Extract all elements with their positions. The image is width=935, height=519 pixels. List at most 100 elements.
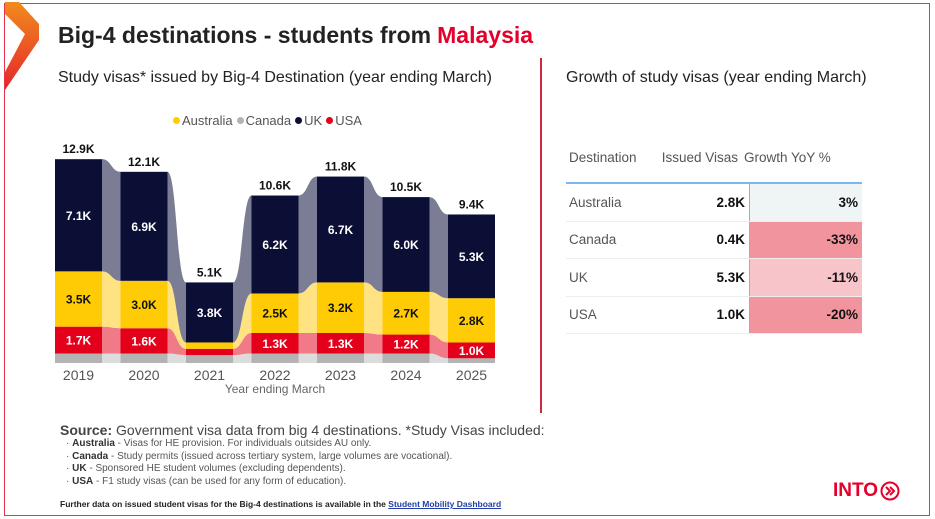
x-tick-label: 2025 [456, 367, 487, 383]
table-body: Australia 2.8K 3% Canada 0.4K -33% UK 5.3K -11% U… [566, 184, 862, 334]
bar-canada [120, 353, 168, 363]
data-label: 3.5K [66, 293, 92, 307]
cell-growth: -11% [750, 259, 862, 296]
note-item: · UK - Sponsored HE student volumes (exc… [66, 463, 346, 474]
source-text: Government visa data from big 4 destinat… [116, 422, 545, 438]
x-tick-label: 2022 [259, 367, 290, 383]
chart-legend: Australia Canada UK USA [173, 113, 362, 128]
note-name: UK [72, 463, 87, 474]
total-label: 10.5K [390, 180, 422, 194]
bar-canada [186, 355, 233, 363]
cell-issued-visas: 1.0K [660, 296, 750, 333]
total-label: 10.6K [259, 179, 291, 193]
note-text: - Visas for HE provision. For individual… [114, 438, 372, 449]
ribbon-uk [102, 159, 121, 281]
legend-uk: UK [295, 113, 322, 128]
bar-canada [55, 353, 102, 363]
bar-australia [382, 291, 430, 335]
header-issued-visas: Issued Visas [661, 149, 738, 165]
growth-table: Destination Issued Visas Growth YoY % Au… [566, 140, 862, 334]
further-text: Further data on issued student visas for… [60, 499, 386, 509]
ribbon-canada [102, 353, 121, 363]
ribbon-usa [364, 332, 383, 354]
bar-usa [55, 326, 102, 354]
bar-uk [317, 176, 364, 283]
data-label: 6.7K [328, 223, 354, 237]
cell-issued-visas: 0.4K [660, 221, 750, 258]
bar-usa [448, 342, 495, 359]
cell-destination: UK [569, 269, 588, 285]
dashboard-link[interactable]: Student Mobility Dashboard [388, 499, 502, 509]
x-tick-label: 2024 [390, 367, 421, 383]
note-name: Canada [72, 450, 109, 462]
note-text: - Sponsored HE student volumes (excludin… [86, 463, 346, 474]
data-label: 2.7K [393, 307, 419, 321]
bar-canada [448, 358, 495, 363]
data-label: 1.6K [131, 334, 157, 348]
data-label: 2.8K [459, 314, 485, 328]
cell-destination: USA [569, 307, 597, 323]
cell-growth: -33% [750, 221, 862, 258]
bar-usa [382, 334, 430, 354]
x-tick-label: 2023 [325, 367, 356, 383]
data-label: 6.0K [393, 238, 419, 252]
ribbon-canada [429, 353, 448, 363]
ribbon-usa [233, 332, 252, 356]
bar-usa [317, 332, 364, 354]
note-item: · Australia - Visas for HE provision. Fo… [66, 438, 372, 449]
cell-growth: -20% [750, 296, 862, 333]
legend-dot-icon [326, 117, 334, 124]
total-label: 12.1K [128, 155, 160, 169]
bar-usa [120, 328, 168, 354]
ribbon-uk [167, 171, 186, 343]
data-label: 1.3K [328, 337, 354, 351]
bar-uk [448, 214, 495, 299]
header-divider [566, 174, 862, 184]
legend-label: Canada [245, 113, 292, 128]
slide-frame [4, 3, 930, 516]
bar-canada [382, 353, 430, 363]
note-name: USA [72, 475, 94, 487]
bar-uk [382, 197, 430, 292]
bar-australia [448, 298, 495, 343]
total-label: 5.1K [197, 265, 223, 279]
note-text: - Study permits (issued across tertiary … [108, 450, 453, 462]
header-destination: Destination [569, 149, 637, 165]
note-item: · Canada - Study permits (issued across … [66, 450, 453, 462]
bar-usa [186, 348, 233, 356]
header-growth: Growth YoY % [744, 149, 831, 165]
into-logo: INTO [833, 480, 900, 502]
stacked-bar-chart: 1.7K 3.5K 7.1K 12.9K 2019 1.6K 3.0K 6.9K 12.1K 20… [55, 142, 495, 396]
ribbon-australia [298, 282, 317, 333]
cell-issued-visas: 5.3K [660, 259, 750, 296]
ribbon-australia [167, 280, 186, 349]
data-label: 6.2K [262, 238, 288, 252]
ribbon-usa [167, 328, 186, 356]
source-notes: Source: Government visa data from big 4 … [60, 422, 545, 488]
ribbon-usa [298, 332, 317, 354]
notes-list: · Australia - Visas for HE provision. Fo… [66, 438, 545, 488]
ribbon-usa [102, 326, 121, 354]
bar-uk [251, 195, 299, 294]
title-country: Malaysia [437, 22, 534, 48]
chart-subtitle: Study visas* issued by Big-4 Destination… [58, 69, 492, 86]
data-label: 1.2K [393, 338, 419, 352]
bar-canada [251, 353, 299, 363]
x-tick-label: 2020 [128, 367, 159, 383]
legend-label: Australia [182, 113, 233, 128]
brand-chevron-logo [5, 2, 39, 90]
note-item: · USA - F1 study visas (can be used for … [66, 475, 347, 487]
legend-label: UK [304, 113, 323, 128]
ribbon-australia [102, 271, 121, 329]
legend-australia: Australia [173, 113, 233, 128]
data-label: 1.3K [262, 337, 288, 351]
source-label: Source: [60, 422, 113, 438]
legend-dot-icon [295, 117, 303, 124]
data-label: 3.8K [197, 306, 223, 320]
table-row: UK 5.3K -11% [566, 259, 862, 297]
data-label: 1.7K [66, 334, 92, 348]
bar-australia [251, 293, 299, 333]
table-subtitle: Growth of study visas (year ending March… [566, 69, 867, 86]
ribbon-uk [298, 176, 317, 294]
ribbon-usa [429, 334, 448, 359]
